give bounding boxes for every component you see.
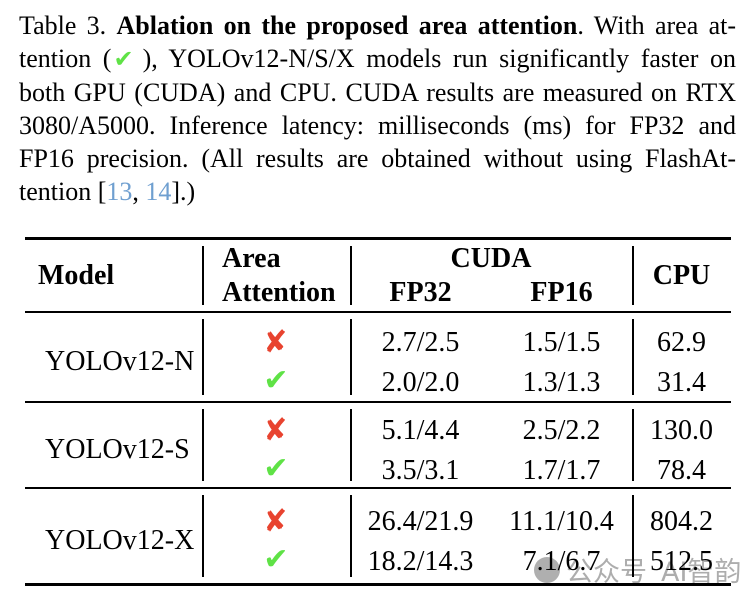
table-row-yolov12s: YOLOv12-S ✘ ✔ 5.1/4.4 3.5/3.1 2.5/2.2 1.… (25, 403, 731, 487)
caption-text: , (132, 177, 146, 206)
column-separator (350, 246, 352, 305)
cross-icon: ✘ (262, 324, 290, 361)
fp32-value: 18.2/14.3 (367, 546, 474, 577)
header-fp32: FP32 (389, 276, 452, 308)
model-name-cell: YOLOv12-N (25, 313, 202, 401)
column-separator (632, 246, 634, 305)
table-row-separator (25, 487, 731, 489)
cpu-values-cell: 62.9 31.4 (632, 313, 731, 401)
header-cpu-label: CPU (652, 259, 711, 291)
caption-line-4: 3080/A5000. Inference latency: milliseco… (19, 109, 736, 142)
header-area-line2: Attention (222, 276, 336, 308)
check-icon: ✔ (263, 363, 289, 398)
fp16-values-cell: 11.1/10.4 7.1/6.7 (491, 489, 632, 583)
fp16-value: 1.7/1.7 (522, 455, 601, 486)
header-cuda-label: CUDA (450, 242, 532, 274)
cpu-values-cell: 804.2 512.5 (632, 489, 731, 583)
caption-line-5: FP16 precision. (All results are obtaine… (19, 142, 736, 175)
caption-bold-title: Ablation on the proposed area attention (116, 11, 578, 40)
model-name: YOLOv12-X (45, 525, 195, 556)
fp16-value: 11.1/10.4 (509, 506, 614, 537)
caption-text: ), YOLOv12-N/S/X models run significantl… (142, 44, 737, 73)
table-header-rule (25, 311, 731, 313)
header-area-attention: Area Attention (202, 240, 350, 311)
cpu-value: 512.5 (650, 546, 713, 577)
caption-text: Table 3. (19, 11, 117, 40)
column-separator (202, 495, 204, 577)
column-separator (350, 495, 352, 577)
cpu-value: 62.9 (657, 327, 706, 358)
fp16-value: 2.5/2.2 (522, 415, 601, 446)
fp32-value: 2.7/2.5 (381, 327, 460, 358)
column-separator (632, 409, 634, 481)
header-cpu: CPU (632, 240, 731, 311)
cpu-value: 130.0 (650, 415, 713, 446)
model-name-cell: YOLOv12-X (25, 489, 202, 583)
column-separator (350, 319, 352, 395)
ablation-table: Model Area Attention CUDA FP32 FP16 CPU Y… (25, 237, 731, 587)
fp16-value: 1.5/1.5 (522, 327, 601, 358)
caption-text: tention ( (19, 44, 112, 73)
fp32-value: 5.1/4.4 (381, 415, 460, 446)
fp16-values-cell: 1.5/1.5 1.3/1.3 (491, 313, 632, 401)
cpu-value: 804.2 (650, 506, 713, 537)
fp32-value: 2.0/2.0 (381, 367, 460, 398)
table-bottom-rule (25, 583, 731, 586)
model-name: YOLOv12-N (45, 346, 195, 377)
citation-link-14[interactable]: 14 (145, 177, 172, 206)
header-fp16: FP16 (530, 276, 593, 308)
table-top-rule (25, 237, 731, 240)
column-separator (202, 246, 204, 305)
column-separator (202, 409, 204, 481)
header-cuda: CUDA FP32 FP16 (350, 240, 632, 311)
area-attention-cell: ✘ ✔ (202, 313, 350, 401)
fp16-value: 1.3/1.3 (522, 367, 601, 398)
caption-text: tention [ (19, 177, 107, 206)
cross-icon: ✘ (262, 412, 290, 449)
fp16-values-cell: 2.5/2.2 1.7/1.7 (491, 403, 632, 487)
caption-line-3: both GPU (CUDA) and CPU. CUDA results ar… (19, 76, 736, 109)
check-icon: ✔ (263, 542, 289, 577)
fp32-value: 26.4/21.9 (367, 506, 474, 537)
fp32-values-cell: 26.4/21.9 18.2/14.3 (350, 489, 491, 583)
area-attention-cell: ✘ ✔ (202, 403, 350, 487)
check-icon: ✔ (113, 45, 134, 73)
header-area-line1: Area (222, 242, 281, 274)
table-row-separator (25, 401, 731, 403)
column-separator (632, 319, 634, 395)
header-model: Model (25, 240, 202, 311)
table-row-yolov12n: YOLOv12-N ✘ ✔ 2.7/2.5 2.0/2.0 1.5/1.5 1.… (25, 313, 731, 401)
fp32-values-cell: 2.7/2.5 2.0/2.0 (350, 313, 491, 401)
fp32-value: 3.5/3.1 (381, 455, 460, 486)
column-separator (632, 495, 634, 577)
area-attention-cell: ✘ ✔ (202, 489, 350, 583)
fp16-value: 7.1/6.7 (522, 546, 601, 577)
check-icon: ✔ (263, 451, 289, 486)
fp32-values-cell: 5.1/4.4 3.5/3.1 (350, 403, 491, 487)
caption-text: . With area at- (577, 11, 736, 40)
watermark-logo-icon (534, 556, 560, 583)
table-caption: Table 3. Ablation on the proposed area a… (19, 9, 736, 208)
column-separator (202, 319, 204, 395)
watermark-text-brand: AI智韵 (661, 557, 742, 588)
column-separator (350, 409, 352, 481)
cpu-values-cell: 130.0 78.4 (632, 403, 731, 487)
caption-text: ].) (171, 177, 196, 206)
cpu-value: 31.4 (657, 367, 706, 398)
caption-text: FP16 precision. (All results are obtaine… (19, 144, 736, 173)
model-name-cell: YOLOv12-S (25, 403, 202, 487)
header-model-label: Model (38, 259, 115, 291)
caption-line-2: tention (✔ ), YOLOv12-N/S/X models run si… (19, 42, 736, 76)
model-name: YOLOv12-S (45, 434, 190, 465)
caption-line-6: tention [13, 14].) (19, 175, 736, 208)
citation-link-13[interactable]: 13 (106, 177, 133, 206)
cpu-value: 78.4 (657, 455, 706, 486)
caption-line-1: Table 3. Ablation on the proposed area a… (19, 9, 736, 42)
table-header-row: Model Area Attention CUDA FP32 FP16 CPU (25, 240, 731, 311)
cross-icon: ✘ (262, 503, 290, 540)
caption-text: both GPU (CUDA) and CPU. CUDA results ar… (19, 78, 736, 107)
table-row-yolov12x: YOLOv12-X ✘ ✔ 26.4/21.9 18.2/14.3 11.1/1… (25, 489, 731, 583)
caption-text: 3080/A5000. Inference latency: milliseco… (19, 111, 736, 140)
